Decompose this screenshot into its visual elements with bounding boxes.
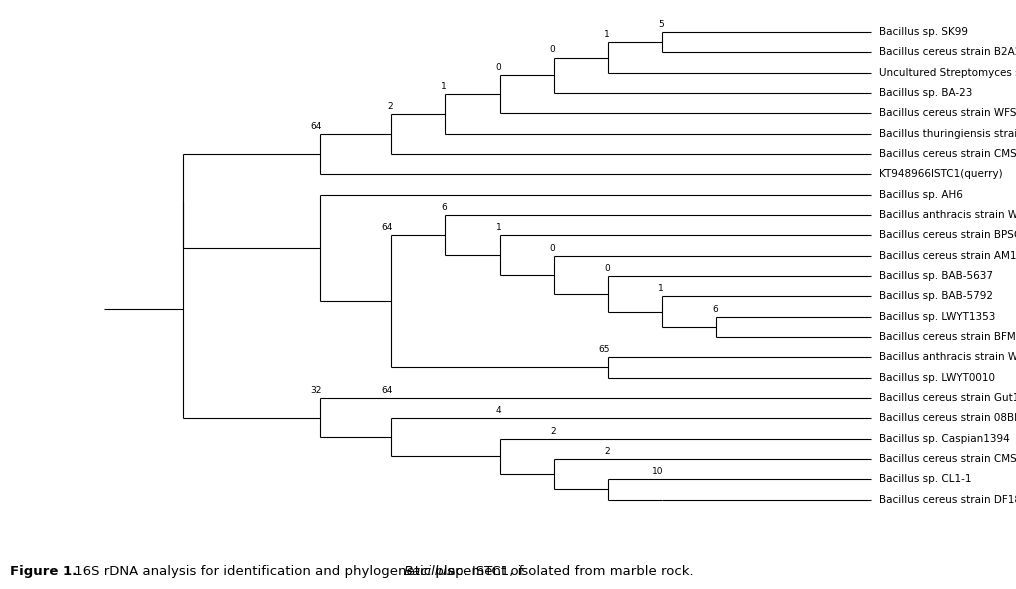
Text: 4: 4 — [496, 406, 501, 415]
Text: Bacillus cereus strain 08BF27CB: Bacillus cereus strain 08BF27CB — [879, 413, 1016, 423]
Text: 1: 1 — [441, 82, 447, 91]
Text: 1: 1 — [658, 284, 663, 293]
Text: Bacillus anthracis strain Wus2: Bacillus anthracis strain Wus2 — [879, 210, 1016, 220]
Text: Bacillus sp. SK99: Bacillus sp. SK99 — [879, 27, 968, 37]
Text: 64: 64 — [382, 386, 393, 395]
Text: 16S rDNA analysis for identification and phylogenetic placement of: 16S rDNA analysis for identification and… — [70, 565, 527, 578]
Text: sp. ISTC1, isolated from marble rock.: sp. ISTC1, isolated from marble rock. — [444, 565, 693, 578]
Text: 1: 1 — [604, 30, 610, 39]
Text: Bacillus cereus strain CMS7: Bacillus cereus strain CMS7 — [879, 149, 1016, 159]
Text: Bacillus sp. LWYT1353: Bacillus sp. LWYT1353 — [879, 312, 996, 322]
Text: 6: 6 — [712, 305, 718, 313]
Text: Figure 1.: Figure 1. — [10, 565, 77, 578]
Text: Bacillus sp. CL1-1: Bacillus sp. CL1-1 — [879, 474, 971, 484]
Text: Bacillus cereus strain DF18: Bacillus cereus strain DF18 — [879, 495, 1016, 505]
Text: 64: 64 — [311, 122, 322, 131]
Text: Bacillus sp. Caspian1394: Bacillus sp. Caspian1394 — [879, 434, 1010, 444]
Text: 0: 0 — [496, 63, 501, 72]
Text: Bacillus anthracis strain WRY1: Bacillus anthracis strain WRY1 — [879, 352, 1016, 362]
Text: 2: 2 — [605, 447, 610, 456]
Text: Bacillus sp. BAB-5792: Bacillus sp. BAB-5792 — [879, 292, 993, 302]
Text: 2: 2 — [387, 102, 393, 111]
Text: 32: 32 — [311, 386, 322, 395]
Text: Bacillus cereus strain B2A22: Bacillus cereus strain B2A22 — [879, 48, 1016, 58]
Text: 6: 6 — [441, 203, 447, 212]
Text: Bacillus cereus strain Gut16: Bacillus cereus strain Gut16 — [879, 393, 1016, 403]
Text: 10: 10 — [652, 467, 663, 477]
Text: Bacillus cereus strain WFS20: Bacillus cereus strain WFS20 — [879, 108, 1016, 118]
Text: 64: 64 — [382, 223, 393, 232]
Text: 5: 5 — [658, 20, 663, 29]
Text: 2: 2 — [550, 426, 556, 436]
Text: Bacillus: Bacillus — [403, 565, 454, 578]
Text: 65: 65 — [598, 345, 610, 354]
Text: Bacillus sp. AH6: Bacillus sp. AH6 — [879, 190, 963, 200]
Text: Bacillus sp. BA-23: Bacillus sp. BA-23 — [879, 88, 972, 98]
Text: 1: 1 — [496, 223, 501, 232]
Text: Bacillus cereus strain CMS17: Bacillus cereus strain CMS17 — [879, 454, 1016, 464]
Text: KT948966ISTC1(querry): KT948966ISTC1(querry) — [879, 170, 1003, 180]
Text: Uncultured Streptomyces sp.: Uncultured Streptomyces sp. — [879, 68, 1016, 78]
Text: 0: 0 — [550, 244, 556, 253]
Text: 0: 0 — [550, 45, 556, 54]
Text: 0: 0 — [604, 264, 610, 273]
Text: Bacillus sp. LWYT0010: Bacillus sp. LWYT0010 — [879, 373, 995, 383]
Text: Bacillus cereus strain AM12: Bacillus cereus strain AM12 — [879, 251, 1016, 261]
Text: Bacillus sp. BAB-5637: Bacillus sp. BAB-5637 — [879, 271, 993, 281]
Text: Bacillus thuringiensis strain WSK9: Bacillus thuringiensis strain WSK9 — [879, 129, 1016, 139]
Text: Bacillus cereus strain BFM4: Bacillus cereus strain BFM4 — [879, 332, 1016, 342]
Text: Bacillus cereus strain BPSCM1: Bacillus cereus strain BPSCM1 — [879, 230, 1016, 240]
